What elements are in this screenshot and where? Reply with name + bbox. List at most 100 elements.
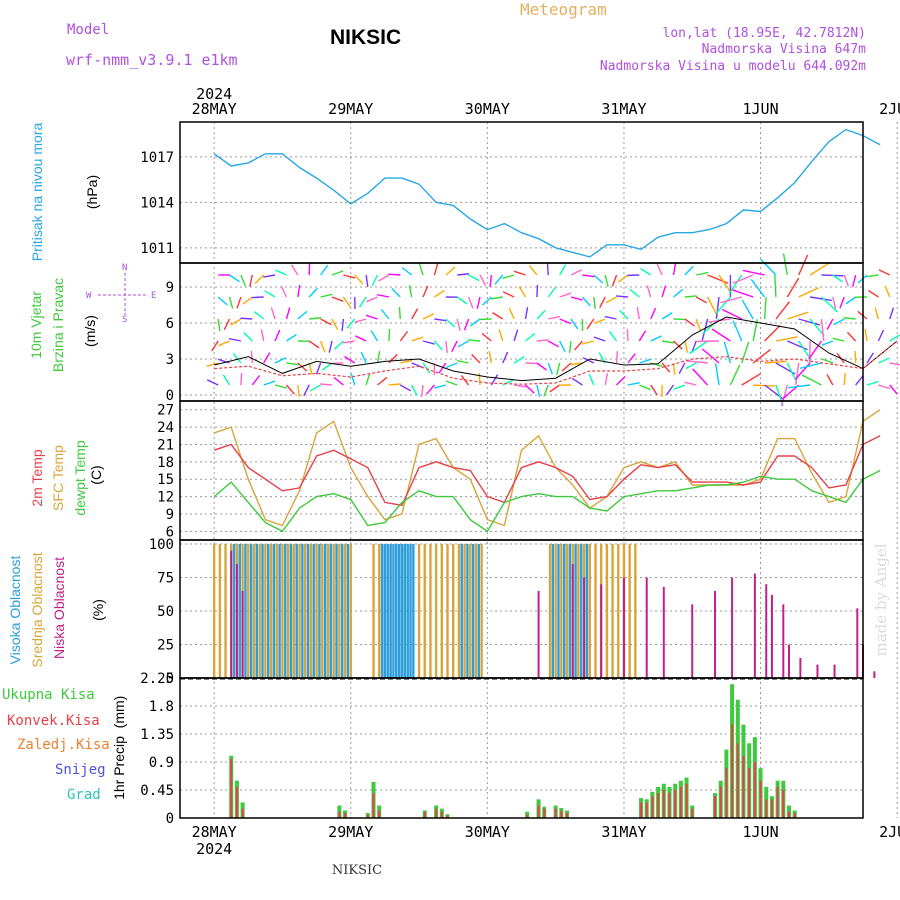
- wind-arrow: [661, 312, 673, 320]
- precip-conv-bar: [668, 793, 671, 818]
- wind-arrow: [629, 288, 640, 298]
- wind-arrow: [559, 264, 567, 276]
- wind-arrow: [611, 274, 618, 287]
- date-label-top: 1JUN: [742, 100, 778, 118]
- cloud-mid-bar: [338, 544, 341, 678]
- cloud-mid-bar: [315, 544, 318, 678]
- cloud-mid-bar: [594, 544, 597, 678]
- wind-arrow: [401, 267, 413, 276]
- precip-conv-bar: [662, 790, 665, 818]
- wind-arrow: [640, 268, 652, 276]
- wind-arrow: [732, 289, 754, 298]
- wind-arrow: [445, 362, 458, 369]
- wind-arrow: [254, 274, 265, 284]
- wind-arrow: [434, 289, 445, 298]
- y-tick-label: 1.8: [149, 699, 174, 715]
- wind-arrow: [411, 308, 419, 320]
- wind-arrow: [832, 274, 843, 283]
- wind-arrow: [866, 274, 879, 278]
- wind-arrow: [673, 340, 683, 350]
- wind-arrow: [646, 285, 652, 298]
- precip-conv-bar: [674, 790, 677, 818]
- wind-arrow: [492, 312, 504, 320]
- y-tick-label: 9: [166, 507, 174, 523]
- wind-arrow: [775, 336, 798, 342]
- wind-arrow: [809, 262, 830, 276]
- wind-arrow: [377, 376, 388, 386]
- cloud-low-ylabel: Niska Oblacnost: [51, 557, 67, 659]
- precip-conv-bar: [753, 762, 756, 818]
- wind-arrow: [490, 296, 503, 300]
- wind-arrow: [788, 384, 811, 389]
- y-tick-label: 6: [166, 316, 174, 332]
- cloud-high-bar: [380, 544, 384, 678]
- cloud-low-bar: [799, 657, 802, 678]
- wind-arrow: [608, 330, 618, 342]
- wind-arrow: [707, 274, 729, 284]
- precip-conv-bar: [366, 814, 369, 818]
- wind-arrow: [223, 318, 231, 331]
- cloud-high-bar: [244, 544, 247, 678]
- wind-arrow: [832, 337, 845, 342]
- wind-arrow: [549, 384, 561, 393]
- wind-arrow: [222, 374, 231, 386]
- wind-arrow: [418, 263, 424, 276]
- wind-arrow: [889, 334, 900, 342]
- cloud-mid-bar: [378, 544, 381, 678]
- y-tick-label: 0: [166, 388, 174, 404]
- wind-arrow: [839, 296, 845, 309]
- cloud-mid-bar: [372, 544, 375, 678]
- wind-arrow: [684, 340, 689, 353]
- wind-arrow: [582, 274, 595, 278]
- precip-conv-bar: [657, 793, 660, 818]
- wind-arrow: [366, 296, 378, 303]
- y-tick-label: 15: [157, 472, 174, 488]
- wind-arrow: [752, 319, 759, 342]
- wind-arrow: [821, 274, 844, 277]
- wind-arrows: [206, 253, 900, 407]
- wind-arrow: [315, 362, 322, 375]
- cloud-high-bar: [346, 544, 350, 678]
- cloud-high-bar: [392, 544, 395, 678]
- legend-hail: Grad: [67, 787, 101, 803]
- wind-arrow: [774, 274, 777, 298]
- cloud-low-bar: [600, 584, 603, 678]
- wind-arrow: [445, 266, 456, 276]
- wind-arrow: [599, 296, 606, 309]
- wind-arrow: [365, 373, 371, 386]
- wind-arrow: [370, 330, 379, 342]
- wind-arrow: [388, 383, 401, 386]
- wind-arrow: [478, 372, 481, 386]
- wind-arrow: [889, 362, 900, 366]
- wind-arrow: [319, 383, 333, 386]
- wind-arrow: [251, 296, 264, 299]
- wind-arrow: [798, 340, 812, 360]
- wind-arrow: [605, 296, 617, 304]
- cloud-high-bar: [460, 544, 463, 678]
- cloud-mid-bar: [218, 544, 222, 678]
- cloud-high-bar: [301, 544, 304, 678]
- wind-arrow: [593, 336, 606, 342]
- cloud-mid-bar: [440, 544, 444, 678]
- cloud-high-bar: [400, 544, 404, 678]
- pressure-unit: (hPa): [84, 175, 100, 209]
- wind-arrow: [701, 348, 720, 364]
- wind-arrow: [411, 336, 424, 342]
- wind-arrow: [684, 318, 695, 327]
- cloud-mid-bar: [298, 544, 301, 678]
- precip-conv-bar: [537, 805, 540, 818]
- wind-arrow: [808, 340, 823, 360]
- wind-arrow: [451, 340, 458, 353]
- wind-arrow: [380, 309, 390, 320]
- wind-arrow: [457, 273, 470, 276]
- year-top: 2024: [196, 85, 232, 103]
- wind-arrow: [691, 340, 697, 353]
- cloud-high-bar: [312, 544, 315, 678]
- wind-arrow: [581, 296, 591, 307]
- wind-arrow: [309, 317, 322, 320]
- wind-arrow: [685, 362, 697, 370]
- wind-arrow: [275, 269, 287, 276]
- cloud-high-bar: [267, 544, 270, 678]
- wind-arrow: [741, 299, 754, 320]
